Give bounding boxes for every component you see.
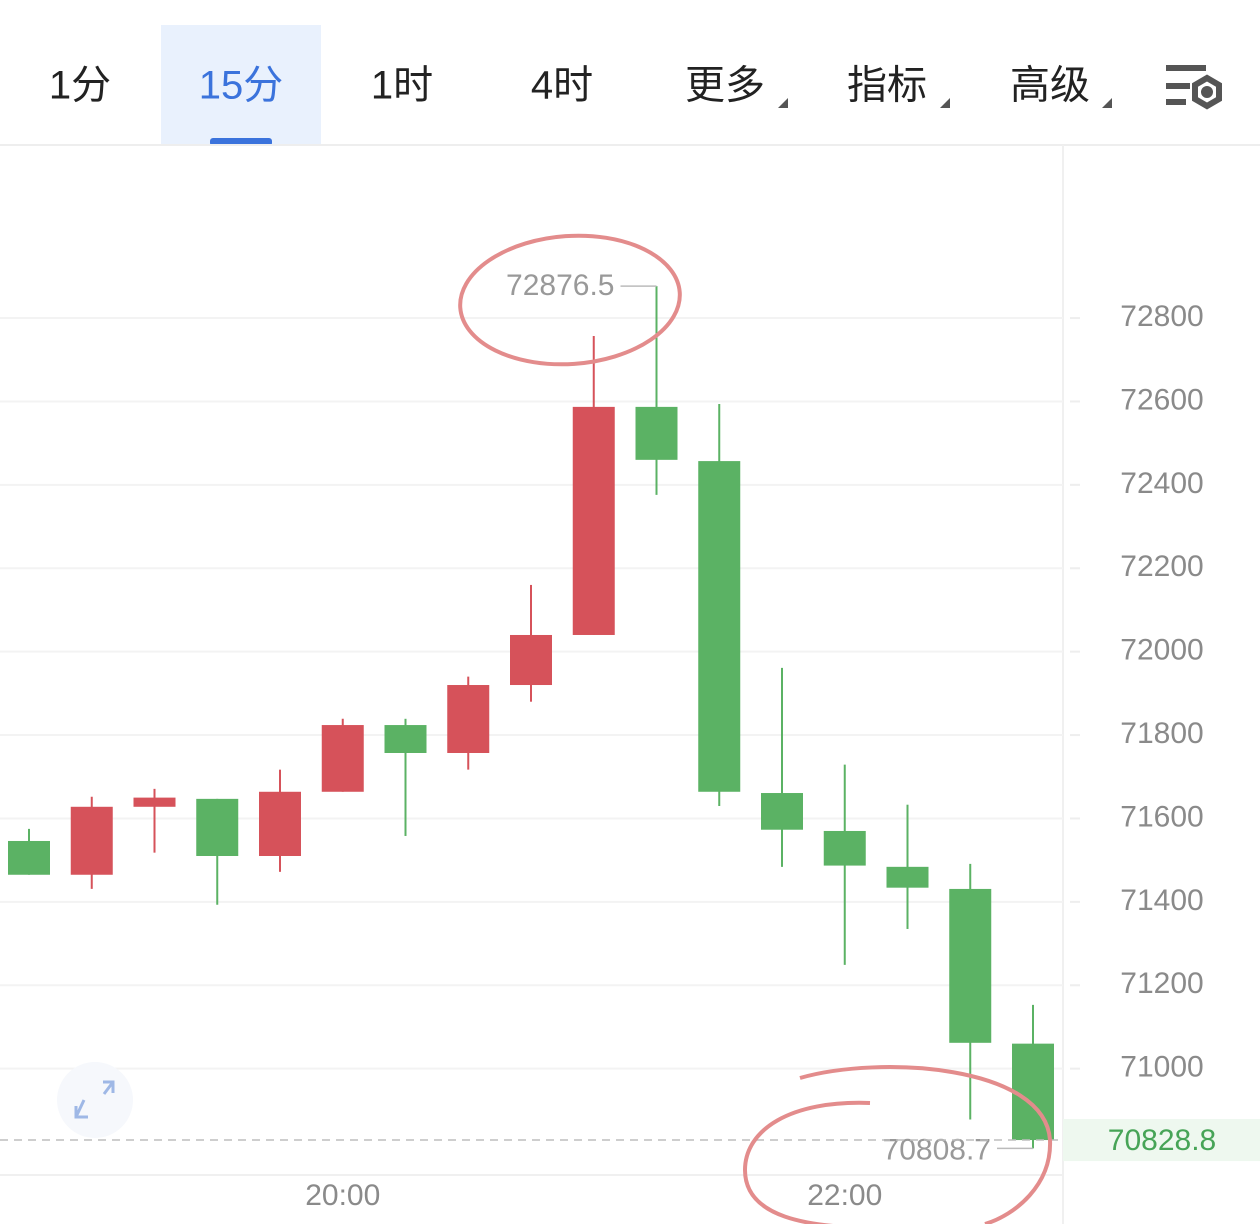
current-price-label: 70828.8 [1108,1124,1216,1157]
high-annotation: 72876.5 [506,269,614,302]
dropdown-arrow [778,98,788,108]
dropdown-arrow [1102,98,1112,108]
plot: 71000 71200 71400 71600 71800 72000 72200 72400… [0,269,1260,1212]
low-annotation: 70808.7 [883,1133,991,1166]
y-tick-label: 72800 [1120,300,1203,333]
candle-body [70,806,113,875]
candle-body [949,888,992,1043]
candle-body [133,797,176,807]
x-tick-label: 20:00 [305,1179,380,1212]
candle-body [572,406,615,635]
candle-body [823,830,866,866]
candle-body [321,725,364,792]
y-tick-label: 71000 [1120,1051,1203,1084]
candle-body [447,685,490,753]
candle-body [8,840,50,875]
settings-icon[interactable] [1166,65,1222,110]
tab[interactable]: 指标 [847,64,927,108]
candle-body [384,725,427,753]
tab[interactable]: 更多 [685,64,765,108]
tab[interactable]: 4时 [531,64,593,108]
tab[interactable]: 1时 [371,64,433,108]
candle-body [886,866,929,888]
tab[interactable]: 15分 [199,64,284,108]
hand-drawn-circle [742,1065,1053,1224]
tab[interactable]: 1分 [49,64,111,108]
candle-body [698,461,741,792]
current-price-bg [1063,1119,1260,1162]
y-tick-label: 71800 [1120,717,1203,750]
expand-button[interactable] [57,1062,133,1138]
y-tick-label: 72200 [1120,550,1203,583]
candle-body [510,634,552,686]
y-tick-label: 72600 [1120,383,1203,416]
hand-drawn-circle [458,233,682,367]
candle-body [196,798,239,856]
y-tick-label: 72000 [1120,634,1203,667]
y-tick-label: 71200 [1120,967,1203,1000]
y-tick-label: 71600 [1120,800,1203,833]
dropdown-arrow [940,98,950,108]
candle-body [761,793,803,830]
active-tab-bg [161,25,321,145]
x-tick-label: 22:00 [807,1179,882,1212]
tab[interactable]: 高级 [1010,64,1090,108]
y-tick-label: 72400 [1120,467,1203,500]
candle-body [635,406,678,460]
y-tick-label: 71400 [1120,884,1203,917]
candle-body [259,791,301,856]
